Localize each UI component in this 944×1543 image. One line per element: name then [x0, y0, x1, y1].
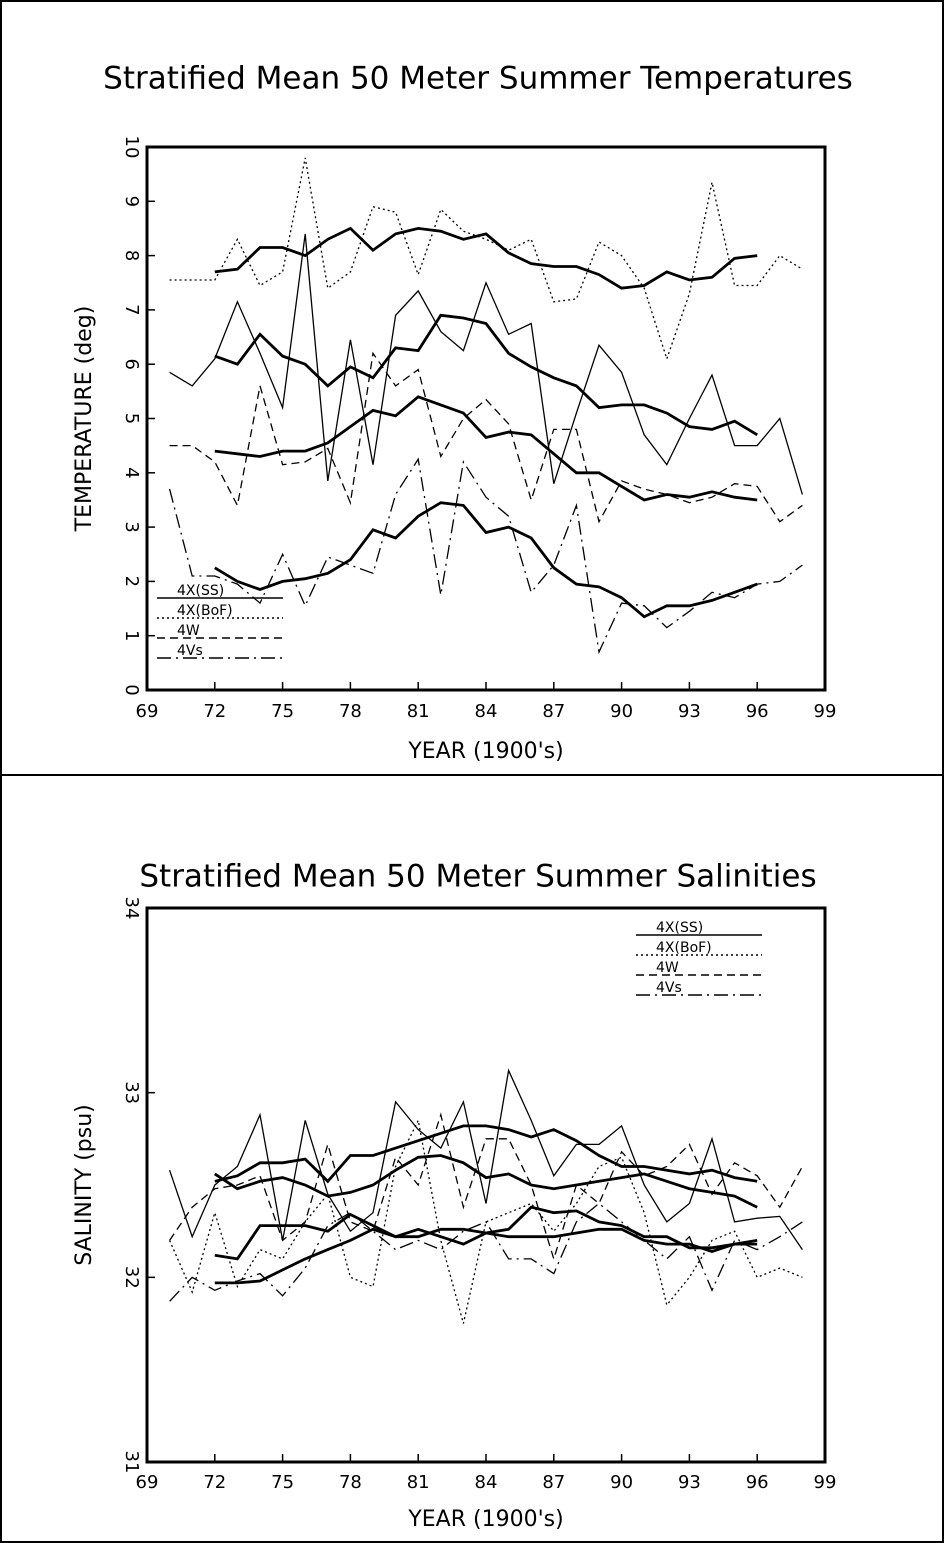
x-tick-label: 93	[678, 1472, 701, 1493]
x-tick-label: 84	[475, 1472, 498, 1493]
plot-frame	[145, 906, 827, 1464]
legend-label: 4X(SS)	[177, 583, 224, 599]
x-tick-label: 99	[814, 1472, 837, 1493]
data-line	[169, 351, 803, 524]
x-tick-label: 87	[542, 1472, 565, 1493]
y-tick-label: 32	[121, 1266, 142, 1289]
trend-line	[214, 1154, 758, 1209]
x-tick-label: 87	[542, 701, 565, 722]
x-tick-label: 96	[746, 701, 769, 722]
x-tick-label: 81	[407, 701, 430, 722]
y-tick-label: 0	[121, 684, 142, 695]
x-tick-label: 99	[814, 701, 837, 722]
y-tick-label: 7	[121, 304, 142, 315]
trend-line	[214, 1227, 758, 1285]
chart-title: Stratified Mean 50 Meter Summer Saliniti…	[139, 859, 816, 895]
legend-label: 4X(BoF)	[656, 940, 712, 956]
x-tick-label: 96	[746, 1472, 769, 1493]
trend-line	[214, 313, 758, 436]
x-tick-label: 69	[136, 1472, 159, 1493]
x-tick-label: 72	[203, 1472, 226, 1493]
x-tick-label: 78	[339, 701, 362, 722]
x-axis-label: YEAR (1900's)	[407, 739, 563, 764]
data-line	[169, 1118, 803, 1324]
legend-label: 4X(SS)	[656, 920, 703, 936]
x-axis-label: YEAR (1900's)	[407, 1507, 563, 1532]
legend-label: 4X(BoF)	[177, 603, 233, 619]
y-tick-label: 34	[121, 897, 142, 920]
x-tick-label: 72	[203, 701, 226, 722]
legend-label: 4Vs	[656, 980, 682, 996]
data-line	[169, 1112, 803, 1262]
x-tick-label: 84	[475, 701, 498, 722]
y-tick-label: 1	[121, 630, 142, 641]
x-tick-label: 75	[271, 1472, 294, 1493]
trend-line	[214, 226, 758, 290]
trend-line	[214, 395, 758, 502]
chart-title: Stratified Mean 50 Meter Summer Temperat…	[103, 61, 853, 97]
x-tick-label: 90	[610, 1472, 633, 1493]
data-line	[169, 233, 804, 495]
data-line	[168, 457, 803, 655]
y-tick-label: 8	[121, 250, 142, 261]
y-tick-label: 33	[121, 1081, 142, 1104]
trend-line	[214, 1124, 758, 1184]
trend-line	[214, 501, 758, 619]
y-tick-label: 5	[121, 413, 142, 424]
y-tick-label: 9	[121, 196, 142, 207]
data-line	[169, 1202, 803, 1302]
y-tick-label: 6	[121, 358, 142, 369]
x-tick-label: 78	[339, 1472, 362, 1493]
y-tick-label: 4	[121, 467, 142, 478]
y-axis-label: SALINITY (psu)	[72, 1104, 97, 1266]
x-tick-label: 75	[271, 701, 294, 722]
x-tick-label: 93	[678, 701, 701, 722]
y-tick-label: 10	[121, 136, 142, 159]
legend-label: 4W	[656, 960, 679, 976]
legend-label: 4Vs	[177, 643, 203, 659]
x-tick-label: 90	[610, 701, 633, 722]
data-line	[169, 157, 803, 361]
plot-frame	[145, 145, 827, 692]
y-tick-label: 2	[121, 576, 142, 587]
legend-label: 4W	[177, 623, 200, 639]
x-tick-label: 81	[407, 1472, 430, 1493]
data-line	[168, 1068, 803, 1250]
y-tick-label: 3	[121, 521, 142, 532]
y-axis-label: TEMPERATURE (deg)	[72, 306, 97, 533]
y-tick-label: 31	[121, 1451, 142, 1474]
x-tick-label: 69	[136, 701, 159, 722]
